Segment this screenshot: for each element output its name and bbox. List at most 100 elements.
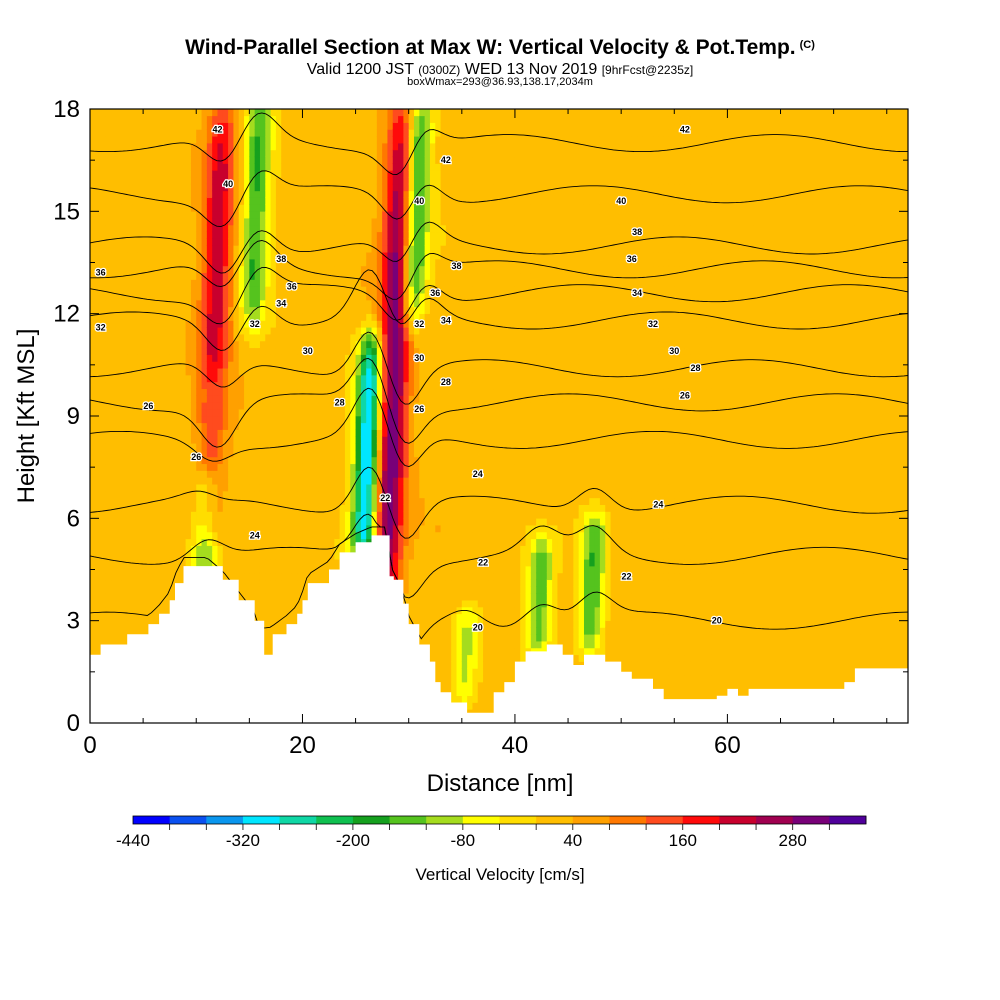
velocity-cell <box>238 327 245 335</box>
velocity-cell <box>116 634 123 642</box>
velocity-cell <box>95 572 102 581</box>
velocity-cell <box>366 497 373 505</box>
velocity-cell <box>222 231 229 239</box>
velocity-cell <box>105 245 112 253</box>
velocity-cell <box>127 224 134 233</box>
velocity-cell <box>222 122 229 130</box>
velocity-cell <box>254 586 261 594</box>
velocity-cell <box>111 122 118 130</box>
velocity-cell <box>116 313 123 321</box>
velocity-cell <box>100 245 107 253</box>
velocity-cell <box>217 170 224 178</box>
velocity-cell <box>307 483 314 492</box>
velocity-cell <box>201 135 208 144</box>
velocity-cell <box>201 463 208 471</box>
velocity-cell <box>212 204 219 212</box>
velocity-cell <box>360 313 367 321</box>
velocity-cell <box>137 149 144 158</box>
velocity-cell <box>153 436 160 444</box>
velocity-cell <box>159 511 165 519</box>
velocity-cell <box>127 497 134 505</box>
velocity-cell <box>233 224 240 233</box>
velocity-cell <box>270 593 277 601</box>
velocity-cell <box>190 306 197 314</box>
velocity-cell <box>281 599 288 608</box>
velocity-cell <box>169 388 176 396</box>
velocity-cell <box>323 463 330 471</box>
velocity-cell <box>137 395 144 403</box>
velocity-cell <box>355 238 362 246</box>
velocity-cell <box>344 129 351 137</box>
velocity-cell <box>190 347 197 355</box>
velocity-cell <box>244 483 250 492</box>
velocity-cell <box>329 415 335 424</box>
velocity-cell <box>265 224 272 233</box>
velocity-cell <box>121 333 128 342</box>
velocity-cell <box>259 579 266 587</box>
velocity-cell <box>249 327 256 335</box>
velocity-cell <box>270 415 277 424</box>
velocity-cell <box>323 292 330 301</box>
velocity-cell <box>159 279 165 287</box>
velocity-cell <box>190 109 197 117</box>
velocity-cell <box>105 115 112 123</box>
velocity-cell <box>100 149 107 158</box>
velocity-cell <box>344 361 351 369</box>
velocity-cell <box>137 422 144 430</box>
velocity-cell <box>344 306 351 314</box>
velocity-cell <box>350 442 357 451</box>
velocity-cell <box>249 347 256 355</box>
velocity-cell <box>329 456 335 465</box>
velocity-cell <box>100 470 107 478</box>
velocity-cell <box>376 176 383 185</box>
velocity-cell <box>153 545 160 553</box>
velocity-cell <box>249 442 256 451</box>
velocity-cell <box>286 109 293 117</box>
velocity-cell <box>95 599 102 608</box>
velocity-cell <box>169 538 176 546</box>
velocity-cell <box>143 367 150 376</box>
velocity-cell <box>222 429 229 437</box>
velocity-cell <box>121 545 128 553</box>
velocity-cell <box>238 579 245 587</box>
velocity-cell <box>153 258 160 267</box>
velocity-cell <box>275 599 282 608</box>
velocity-cell <box>169 565 176 574</box>
velocity-cell <box>329 170 335 178</box>
velocity-cell <box>339 524 346 533</box>
velocity-cell <box>376 483 383 492</box>
velocity-cell <box>190 292 197 301</box>
velocity-cell <box>143 176 150 185</box>
velocity-cell <box>344 156 351 164</box>
velocity-cell <box>270 470 277 478</box>
velocity-cell <box>297 599 304 608</box>
velocity-cell <box>371 347 378 355</box>
velocity-cell <box>291 211 298 219</box>
velocity-cell <box>313 374 319 383</box>
velocity-cell <box>329 422 335 430</box>
velocity-cell <box>185 306 192 314</box>
velocity-cell <box>169 183 176 192</box>
velocity-cell <box>185 129 192 137</box>
velocity-cell <box>190 381 197 390</box>
velocity-cell <box>185 292 192 301</box>
velocity-cell <box>90 620 96 628</box>
velocity-cell <box>318 224 325 233</box>
velocity-cell <box>238 142 245 151</box>
velocity-cell <box>111 456 118 465</box>
velocity-cell <box>121 245 128 253</box>
velocity-cell <box>323 156 330 164</box>
velocity-cell <box>286 251 293 260</box>
velocity-cell <box>111 156 118 164</box>
velocity-cell <box>275 217 282 226</box>
velocity-cell <box>313 538 319 546</box>
velocity-cell <box>137 183 144 192</box>
velocity-cell <box>105 565 112 574</box>
velocity-cell <box>100 231 107 239</box>
velocity-cell <box>174 463 181 471</box>
velocity-cell <box>105 470 112 478</box>
velocity-cell <box>121 599 128 608</box>
velocity-cell <box>143 442 150 451</box>
velocity-cell <box>148 115 155 123</box>
velocity-cell <box>329 245 335 253</box>
